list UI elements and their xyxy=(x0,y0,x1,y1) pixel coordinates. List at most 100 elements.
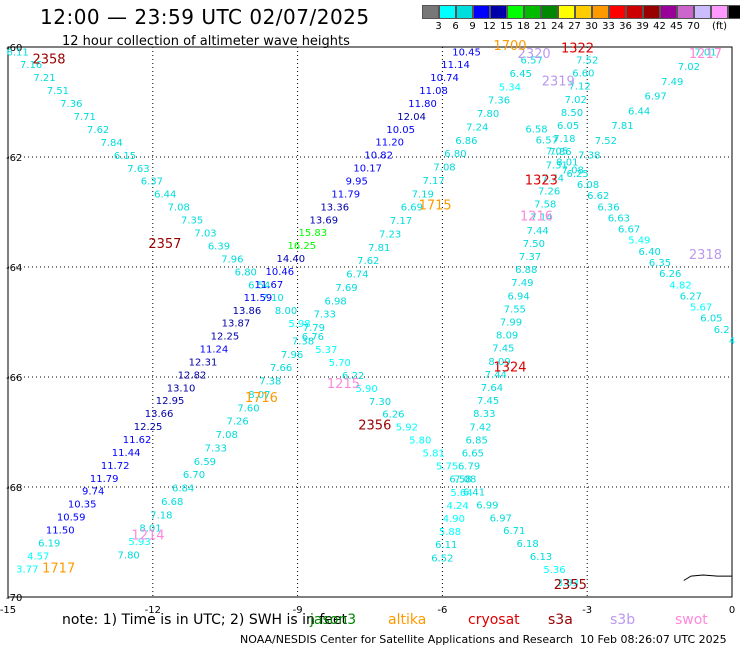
wave-height-value: 5.88 xyxy=(439,527,461,538)
pass-time-label: 1215 xyxy=(327,377,360,392)
pass-time-label: 1322 xyxy=(561,42,594,57)
wave-height-value: 12.95 xyxy=(156,396,185,407)
wave-height-value: 10.59 xyxy=(57,513,86,524)
wave-height-value: 13.69 xyxy=(309,215,338,226)
wave-height-value: 7.86 xyxy=(549,147,571,158)
pass-time-label: 2358 xyxy=(32,53,65,68)
color-legend-label: 30 xyxy=(585,21,598,32)
wave-height-value: 12.82 xyxy=(178,370,207,381)
wave-height-value: 6.99 xyxy=(476,500,498,511)
color-legend-label: 42 xyxy=(653,21,666,32)
wave-height-value: 7.49 xyxy=(511,278,533,289)
color-swatch xyxy=(694,5,711,19)
wave-height-value: 7.52 xyxy=(595,136,617,147)
y-tick-label: -64 xyxy=(6,263,22,274)
pass-time-label: 2355 xyxy=(554,578,587,593)
color-legend-label: 45 xyxy=(670,21,683,32)
wave-height-value: 6.45 xyxy=(510,69,532,80)
wave-height-value: 7.36 xyxy=(488,96,510,107)
wave-height-value: 11.67 xyxy=(255,280,284,291)
pass-time-label: 2357 xyxy=(148,237,181,252)
color-legend-label: 18 xyxy=(517,21,530,32)
color-legend-label: 9 xyxy=(469,21,476,32)
wave-height-value: 5.37 xyxy=(315,345,337,356)
wave-height-value: 7.58 xyxy=(534,200,556,211)
color-swatch xyxy=(541,5,558,19)
x-tick-label: -12 xyxy=(145,605,161,616)
y-tick-label: -68 xyxy=(6,483,22,494)
map-frame xyxy=(7,46,733,598)
wave-height-value: 7.24 xyxy=(466,122,488,133)
pass-time-label: 2356 xyxy=(358,418,391,433)
color-swatch xyxy=(490,5,507,19)
wave-height-value: 7.18 xyxy=(553,134,575,145)
color-swatch xyxy=(592,5,609,19)
wave-height-value: 7.31 xyxy=(546,160,568,171)
wave-height-value: 8.09 xyxy=(496,331,518,342)
wave-height-value: 5.49 xyxy=(628,236,650,247)
wave-height-value: 6.94 xyxy=(507,291,529,302)
satellite-legend-jason3: jason3 xyxy=(310,612,357,628)
wave-height-value: 5.98 xyxy=(288,319,310,330)
wave-height-value: 10.74 xyxy=(430,73,459,84)
wave-height-value: 6.05 xyxy=(700,314,722,325)
wave-height-value: 4.57 xyxy=(27,551,49,562)
wave-height-value: 7.81 xyxy=(611,121,633,132)
wave-height-value: 6.88 xyxy=(515,265,537,276)
wave-height-value: 12.04 xyxy=(397,112,426,123)
wave-height-value: 10.45 xyxy=(452,47,481,58)
wave-height-value: 7.38 xyxy=(578,151,600,162)
color-swatch xyxy=(728,5,740,19)
wave-height-value: 11.14 xyxy=(441,60,470,71)
wave-height-value: 12.25 xyxy=(211,332,240,343)
wave-height-value: 7.26 xyxy=(226,417,248,428)
color-legend-label: 6 xyxy=(452,21,459,32)
wave-height-value: 7.08 xyxy=(168,203,190,214)
wave-height-value: 6.11 xyxy=(7,47,29,58)
wave-height-value: 7.03 xyxy=(194,228,216,239)
wave-height-value: 7.63 xyxy=(127,164,149,175)
pass-time-label: 1217 xyxy=(689,47,722,62)
wave-height-value: 7.01 xyxy=(694,47,716,58)
color-swatch xyxy=(507,5,524,19)
wave-height-value: 6.97 xyxy=(645,92,667,103)
wave-height-value: 6.2 xyxy=(714,325,730,336)
pass-time-label: 1716 xyxy=(245,391,278,406)
pass-time-label: 1717 xyxy=(42,561,75,576)
wave-height-value: 7.08 xyxy=(454,475,476,486)
wave-height-value: 7.10 xyxy=(262,293,284,304)
wave-height-value: 6.60 xyxy=(572,69,594,80)
wave-height-value: 15.83 xyxy=(298,228,327,239)
wave-height-value: 6.98 xyxy=(324,296,346,307)
wave-height-value: 5.70 xyxy=(329,358,351,369)
wave-height-value: 8.07 xyxy=(248,390,270,401)
wave-height-value: 11.20 xyxy=(375,138,404,149)
wave-height-value: 7.55 xyxy=(504,304,526,315)
wave-height-value: 6.41 xyxy=(463,487,485,498)
wave-height-value: 4 xyxy=(729,336,735,347)
wave-height-value: 7.96 xyxy=(221,254,243,265)
wave-height-value: 6.35 xyxy=(649,258,671,269)
color-swatch xyxy=(456,5,473,19)
wave-height-value: 6.26 xyxy=(382,410,404,421)
wave-height-value: 7.60 xyxy=(237,403,259,414)
satellite-legend-altika: altika xyxy=(388,612,427,628)
wave-height-value: 7.80 xyxy=(118,551,140,562)
wave-height-value: 7.44 xyxy=(527,226,549,237)
wave-height-value: 5.93 xyxy=(128,537,150,548)
wave-height-value: 6.37 xyxy=(141,177,163,188)
wave-height-value: 9.74 xyxy=(82,487,104,498)
wave-height-value: 3.77 xyxy=(16,564,38,575)
wave-height-value: 11.50 xyxy=(46,525,75,536)
wave-height-value: 6.80 xyxy=(235,267,257,278)
wave-height-value: 8.01 xyxy=(556,158,578,169)
wave-height-value: 5.81 xyxy=(423,449,445,460)
wave-height-value: 7.84 xyxy=(100,138,122,149)
wave-height-value: 7.69 xyxy=(335,283,357,294)
wave-height-value: 7.38 xyxy=(292,336,314,347)
pass-time-label: 1324 xyxy=(493,361,526,376)
wave-height-value: 6.54 xyxy=(248,280,270,291)
wave-height-value: 6.18 xyxy=(516,539,538,550)
wave-height-value: 7.80 xyxy=(477,109,499,120)
wave-height-value: 12.31 xyxy=(189,357,218,368)
